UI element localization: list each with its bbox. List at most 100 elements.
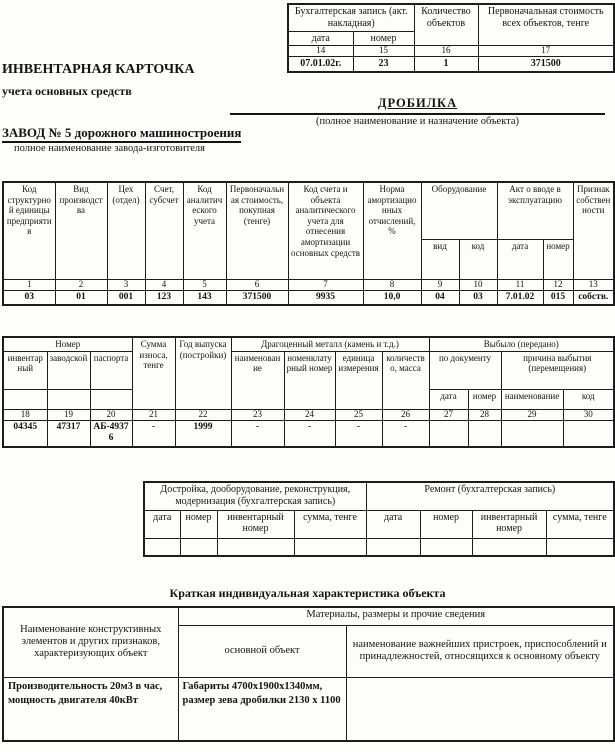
- precious-nomenclature-label: номенклатурный номер: [283, 350, 336, 410]
- table-cell: инвентарный номер: [471, 509, 547, 539]
- table-cell: 5: [182, 278, 227, 291]
- precious-metal-group-header: Драгоценный металл (камень и т.д.): [230, 336, 430, 352]
- table-cell: [500, 419, 564, 448]
- table-cell: 47317: [46, 419, 91, 448]
- passport-number-label: паспорта: [89, 350, 133, 390]
- table-cell: 3: [106, 278, 146, 291]
- table-cell: 01: [54, 289, 108, 306]
- table-cell: 2: [54, 278, 108, 291]
- rebuild-group-header: Достройка, дооборудование, реконструкция…: [143, 481, 367, 511]
- equipment-code-label: код: [458, 238, 498, 280]
- table-cell: 7.01.02: [496, 289, 544, 306]
- production-type-header: Вид производства: [54, 181, 108, 280]
- table-cell: 371500: [477, 56, 615, 73]
- amortization-account-header: Код счета и объекта аналитического учета…: [287, 181, 364, 280]
- empty-cell: [179, 537, 218, 557]
- characteristics-table: Наименование конструктивных элементов и …: [2, 606, 615, 742]
- empty-cell: [365, 537, 421, 557]
- construction-elements-value: Производительность 20м3 в час, мощность …: [2, 676, 179, 742]
- table-cell: 04345: [2, 419, 48, 448]
- table-cell: дата: [143, 509, 181, 539]
- manufacturer-caption: полное наименование завода-изготовителя: [14, 143, 205, 154]
- empty-cell: [89, 388, 133, 410]
- column-numbers-row: 18 19 20 21 22 23 24 25 26 27 28 29 30: [2, 408, 615, 421]
- factory-number-label: заводской: [46, 350, 91, 390]
- table-cell: -: [283, 419, 336, 448]
- table-cell: 26: [381, 408, 430, 421]
- initial-cost-header: Первоначальная стоимость всех объектов, …: [477, 3, 615, 47]
- commissioning-group-header: Акт о вводе в эксплуатацию: [496, 181, 574, 240]
- accounting-entry-table: Бухгалтерская запись (акт. накладная) Ко…: [287, 3, 615, 74]
- wear-sum-header: Сумма износа, тенге: [131, 336, 176, 410]
- disposal-reason-header: причина выбытия (перемещения): [500, 350, 615, 390]
- commissioning-number-label: номер: [542, 238, 574, 280]
- table-cell: собств.: [572, 289, 615, 306]
- table-cell: 16: [413, 45, 479, 58]
- empty-cell: [471, 537, 547, 557]
- characteristics-title: Краткая индивидуальная характеристика об…: [169, 586, 446, 600]
- table-cell: номер: [419, 509, 473, 539]
- date-column-label: дата: [287, 30, 354, 47]
- table-cell: -: [381, 419, 430, 448]
- analytic-code-header: Код аналитического учета: [182, 181, 227, 280]
- doc-number-label: номер: [467, 388, 502, 410]
- table-cell: [467, 419, 502, 448]
- by-document-header: по документу: [428, 350, 502, 390]
- table-cell: 18: [2, 408, 48, 421]
- table-cell: 8: [362, 278, 422, 291]
- table-cell: 15: [352, 45, 415, 58]
- objects-count-header: Количество объектов: [413, 3, 479, 47]
- page-title: ИНВЕНТАРНАЯ КАРТОЧКА: [2, 62, 195, 77]
- values-row: 03 01 001 123 143 371500 9935 10,0 04 03 7.01.02 01…: [2, 289, 615, 306]
- equipment-type-label: вид: [420, 238, 460, 280]
- accessories-header: наименование важнейших пристроек, приспо…: [345, 624, 615, 678]
- table-cell: 22: [174, 408, 232, 421]
- empty-cell: [419, 537, 473, 557]
- table-cell: сумма, тенге: [545, 509, 615, 539]
- table-cell: 015: [542, 289, 574, 306]
- table-cell: сумма, тенге: [293, 509, 367, 539]
- column-labels-row: дата номер инвентарный номер сумма, тенге да…: [143, 509, 615, 539]
- table-cell: 24: [283, 408, 336, 421]
- table-cell: номер: [179, 509, 218, 539]
- table-cell: 12: [542, 278, 574, 291]
- table-cell: 6: [225, 278, 289, 291]
- object-name-block: ДРОБИЛКА (полное наименование и назначен…: [230, 94, 605, 127]
- rebuild-repair-table: Достройка, дооборудование, реконструкция…: [143, 481, 615, 557]
- table-cell: 29: [500, 408, 564, 421]
- table-cell: -: [131, 419, 176, 448]
- reason-code-label: код: [562, 388, 615, 410]
- table-cell: 371500: [225, 289, 289, 306]
- table-cell: 13: [572, 278, 615, 291]
- table-cell: 27: [428, 408, 469, 421]
- table-cell: 10: [458, 278, 498, 291]
- table-cell: 21: [131, 408, 176, 421]
- table-cell: 30: [562, 408, 615, 421]
- table-cell: 28: [467, 408, 502, 421]
- main-object-header: основной объект: [177, 624, 347, 678]
- column-numbers-row: 1 2 3 4 5 6 7 8 9 10 11 12 13: [2, 278, 615, 291]
- values-row: 04345 47317 АБ-49376-1999- - - -: [2, 419, 615, 448]
- equipment-group-header: Оборудование: [420, 181, 498, 240]
- table-cell: 9935: [287, 289, 364, 306]
- table-cell: 4: [144, 278, 184, 291]
- numbers-and-disposal-table: Номер Сумма износа, тенге Год выпуска (п…: [2, 336, 615, 449]
- table-cell: 25: [334, 408, 383, 421]
- amortization-rate-header: Норма амортизационных отчислений, %: [362, 181, 422, 280]
- table-cell: 07.01.02г.: [287, 56, 354, 73]
- precious-name-label: наименование: [230, 350, 285, 410]
- inventory-number-label: инвентарный: [2, 350, 48, 390]
- initial-cost-purchase-header: Первоначальная стоимость, покупная (тенг…: [225, 181, 289, 280]
- empty-cell: [545, 537, 615, 557]
- column-numbers-row: 14 15 16 17: [287, 45, 615, 58]
- construction-elements-header: Наименование конструктивных элементов и …: [2, 606, 179, 678]
- object-name-caption: (полное наименование и назначение объект…: [315, 116, 520, 127]
- workshop-header: Цех (отдел): [106, 181, 146, 280]
- table-cell: 19: [46, 408, 91, 421]
- reason-name-label: наименование: [500, 388, 564, 410]
- empty-cell: [2, 388, 48, 410]
- empty-cell: [46, 388, 91, 410]
- repair-group-header: Ремонт (бухгалтерская запись): [365, 481, 615, 511]
- number-column-label: номер: [352, 30, 415, 47]
- number-group-header: Номер: [2, 336, 133, 352]
